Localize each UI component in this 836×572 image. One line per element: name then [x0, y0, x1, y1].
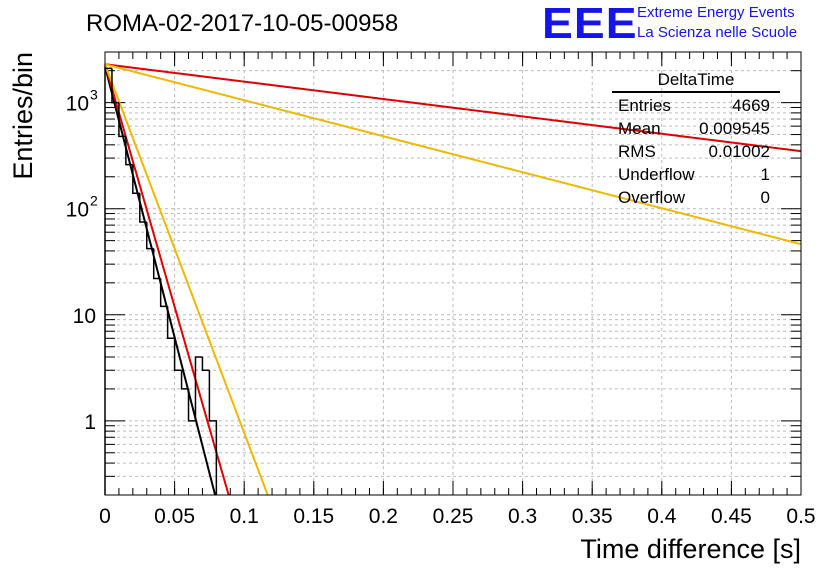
- histogram-bin: [118, 102, 126, 138]
- histogram-bin: [208, 370, 218, 495]
- x-tick-label: 0.25: [433, 505, 474, 528]
- plot-frame: [104, 51, 802, 496]
- stats-key: Overflow: [618, 188, 686, 207]
- x-tick-label: 0.4: [647, 505, 677, 528]
- histogram-bin: [187, 388, 196, 422]
- x-tick-label: 0: [99, 505, 111, 528]
- stats-box: DeltaTime Entries 4669 Mean 0.009545 RMS…: [612, 70, 780, 209]
- logo-line-1: Extreme Energy Events: [637, 4, 795, 21]
- stats-value: 1: [760, 165, 770, 184]
- histogram-bin: [201, 356, 210, 371]
- stats-value: 0: [760, 188, 770, 207]
- fit-curve: [104, 63, 230, 496]
- stats-row: Overflow 0: [612, 186, 780, 209]
- y-tick-exponent: 3: [90, 87, 98, 103]
- stats-key: RMS: [618, 142, 656, 161]
- y-tick-label: 10: [66, 93, 89, 116]
- stats-row: Underflow 1: [612, 163, 780, 186]
- stats-row: Mean 0.009545: [612, 117, 780, 140]
- histogram-bin: [139, 193, 147, 223]
- histogram-bin: [173, 338, 182, 371]
- histogram-bin: [166, 306, 175, 340]
- stats-divider: [612, 91, 780, 93]
- x-tick-label: 0.45: [711, 505, 752, 528]
- x-tick-label: 0.2: [369, 505, 398, 528]
- x-axis-ticks: 0 0.05 0.1 0.15 0.2 0.25 0.3 0.35 0.4 0.45 0.5: [99, 52, 816, 528]
- logo-line-2: La Scienza nelle Scuole: [637, 24, 798, 41]
- stats-key: Entries: [618, 96, 671, 115]
- stats-row: RMS 0.01002: [612, 140, 780, 163]
- x-axis-label: Time difference [s]: [580, 534, 801, 564]
- stats-value: 0.01002: [708, 142, 770, 161]
- x-tick-label: 0.3: [508, 505, 537, 528]
- histogram-bin: [152, 248, 161, 280]
- y-tick-label: 10: [66, 199, 89, 222]
- x-tick-label: 0.1: [230, 505, 259, 528]
- eee-logo-mark: EEE: [542, 0, 638, 48]
- histogram-bin: [111, 68, 119, 104]
- y-tick-exponent: 2: [90, 193, 98, 209]
- x-tick-label: 0.05: [154, 505, 195, 528]
- stats-value: 0.009545: [699, 119, 770, 138]
- x-tick-label: 0.5: [786, 505, 815, 528]
- histogram-bin: [125, 136, 133, 166]
- chart-title: ROMA-02-2017-10-05-00958: [86, 10, 399, 37]
- fit-curve: [104, 63, 802, 153]
- x-tick-label: 0.35: [572, 505, 613, 528]
- histogram-bin: [146, 221, 154, 250]
- y-tick-label: 10: [73, 305, 96, 328]
- fit-curve: [104, 63, 269, 496]
- stats-key: Mean: [618, 119, 661, 138]
- stats-row: Entries 4669: [612, 94, 780, 117]
- stats-key: Underflow: [618, 165, 695, 184]
- stats-title: DeltaTime: [657, 70, 735, 89]
- fit-curve: [104, 63, 802, 246]
- histogram-bin: [132, 164, 140, 194]
- histogram-bin: [194, 356, 203, 421]
- stats-value: 4669: [732, 96, 770, 115]
- x-tick-label: 0.15: [293, 505, 334, 528]
- y-tick-label: 1: [84, 411, 96, 434]
- y-axis-label: Entries/bin: [8, 52, 38, 180]
- histogram-bin: [180, 370, 189, 390]
- histogram-bin: [159, 278, 168, 308]
